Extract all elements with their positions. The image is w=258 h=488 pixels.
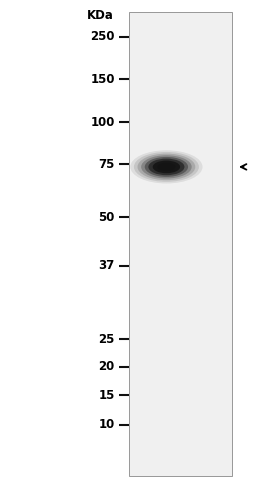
- Text: 150: 150: [90, 73, 115, 85]
- Ellipse shape: [141, 155, 192, 179]
- Text: 100: 100: [91, 116, 115, 128]
- Ellipse shape: [148, 159, 184, 175]
- Text: 10: 10: [99, 418, 115, 431]
- Ellipse shape: [130, 150, 203, 183]
- Ellipse shape: [157, 163, 175, 171]
- Ellipse shape: [134, 152, 199, 182]
- Text: 25: 25: [99, 333, 115, 346]
- Ellipse shape: [153, 161, 180, 173]
- Text: 20: 20: [99, 361, 115, 373]
- Text: 250: 250: [90, 30, 115, 43]
- Text: KDa: KDa: [87, 9, 114, 22]
- Text: 75: 75: [99, 158, 115, 171]
- Ellipse shape: [145, 157, 188, 177]
- Text: 50: 50: [99, 211, 115, 224]
- Bar: [129, 12, 232, 476]
- Ellipse shape: [138, 154, 195, 180]
- Text: 15: 15: [99, 389, 115, 402]
- Text: 37: 37: [99, 260, 115, 272]
